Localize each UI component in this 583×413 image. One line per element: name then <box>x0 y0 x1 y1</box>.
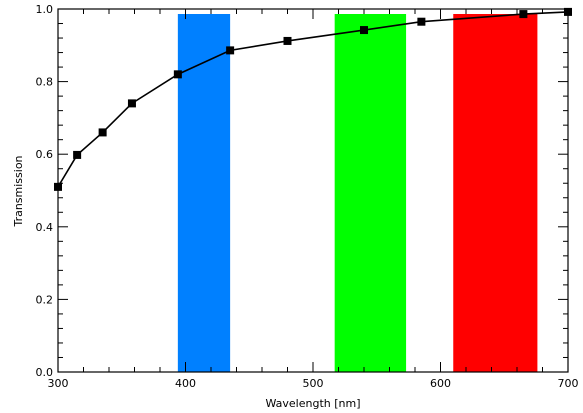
data-point <box>519 10 528 19</box>
data-point <box>73 150 82 159</box>
data-point <box>127 99 136 108</box>
band-1 <box>334 14 407 372</box>
tick-labels: 300 400 500 600 700 0.0 0.2 0.4 0.6 0.8 1.0 <box>36 3 579 390</box>
x-tick-label: 500 <box>303 377 324 390</box>
x-tick-label: 700 <box>558 377 579 390</box>
data-point <box>98 128 107 137</box>
y-tick-label: 0.0 <box>36 366 54 379</box>
data-point <box>283 36 292 45</box>
band-0 <box>177 14 231 372</box>
axes <box>57 8 569 373</box>
data-point <box>417 17 426 26</box>
y-tick-label: 0.4 <box>36 221 54 234</box>
y-axis-label: Transmission <box>12 155 25 227</box>
data-point <box>173 70 182 79</box>
wavelength-bands <box>177 14 538 372</box>
x-axis-label: Wavelength [nm] <box>265 397 360 410</box>
y-tick-label: 0.8 <box>36 76 54 89</box>
data-point <box>360 26 368 35</box>
y-tick-label: 0.2 <box>36 293 54 306</box>
band-2 <box>453 14 538 372</box>
x-tick-label: 300 <box>48 377 69 390</box>
x-tick-label: 600 <box>430 377 451 390</box>
y-tick-label: 0.6 <box>36 148 54 161</box>
data-point <box>226 46 235 55</box>
x-tick-label: 400 <box>175 377 196 390</box>
y-tick-label: 1.0 <box>36 3 54 16</box>
